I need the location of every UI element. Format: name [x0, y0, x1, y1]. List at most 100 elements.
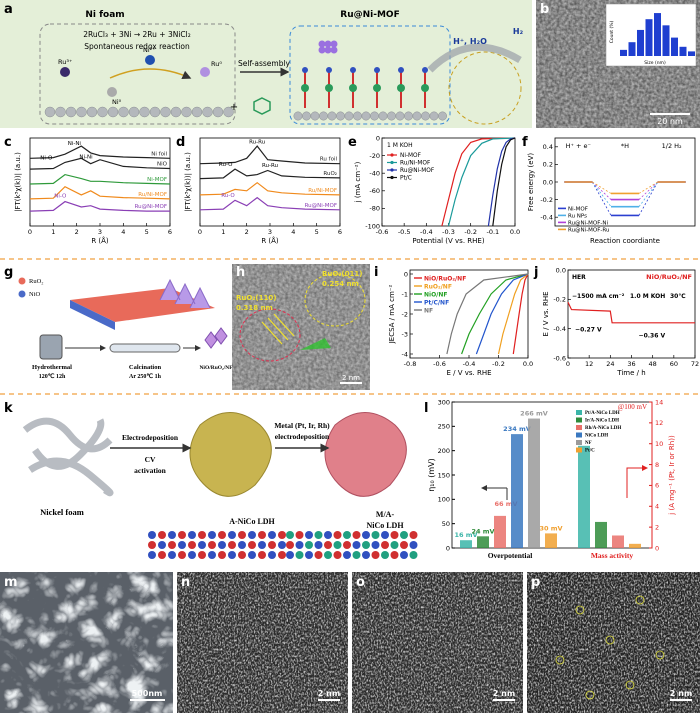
- peak-label: Ni-Ni: [68, 141, 82, 147]
- lattice-atom: [305, 531, 313, 539]
- bar: [545, 533, 557, 548]
- y-axis-label: E / V vs. RHE: [542, 291, 550, 336]
- y2-tick-label: 0: [655, 544, 659, 552]
- x-tick-label: 0.0: [510, 228, 520, 236]
- label: CV: [145, 455, 156, 464]
- peak-label: Ru-Ru: [249, 139, 265, 145]
- ni-atom: [344, 111, 354, 121]
- histogram-bar: [645, 19, 653, 56]
- legend-label: NiO/RuO₂/NF: [424, 275, 466, 282]
- y-axis-label: j (mA cm⁻²): [354, 161, 362, 203]
- legend-swatch: [576, 432, 582, 438]
- y-axis-label: Free energy (eV): [527, 153, 535, 212]
- label: 2 nm: [670, 689, 692, 698]
- ni-atom: [319, 111, 328, 121]
- curve: [441, 137, 516, 227]
- level-connector: [638, 181, 658, 200]
- curve-label: NiO: [157, 161, 168, 167]
- series-label: NiO/RuO₂/NF: [646, 273, 692, 281]
- panel-letter: j: [533, 265, 538, 280]
- lattice-atom: [333, 541, 342, 549]
- ni-atom: [353, 111, 362, 121]
- lattice-atom: [333, 551, 342, 559]
- y2-tick-label: 4: [655, 503, 659, 511]
- lattice-atom: [295, 531, 304, 539]
- panel-letter: a: [4, 2, 13, 17]
- ni-atom: [139, 106, 150, 118]
- label: 2RuCl₃ + 3Ni → 2Ru + 3NiCl₂: [83, 30, 191, 39]
- bar-label: 30 mV: [539, 524, 562, 532]
- lattice-atom: [168, 551, 176, 559]
- legend-marker: [18, 277, 26, 285]
- annotation: −1500 mA cm⁻²: [572, 293, 625, 300]
- atom-markers: [555, 595, 665, 700]
- x-axis-label: Reaction coordiante: [590, 237, 660, 245]
- label: H⁺, H₂O: [453, 37, 487, 46]
- lattice-atom: [362, 531, 370, 539]
- lattice-atom: [400, 541, 408, 549]
- y-tick-label: -0.4: [553, 325, 566, 333]
- y-tick-label: -3: [402, 330, 408, 338]
- lattice-atom: [286, 551, 294, 559]
- label: Nickel foam: [40, 507, 84, 517]
- lattice-texture-o: [352, 572, 523, 713]
- mof-node: [326, 67, 332, 73]
- panel-a-background: [0, 0, 532, 128]
- x-tick-label: 1: [221, 228, 225, 236]
- legend-label: Rh/A-NiCo LDH: [585, 426, 621, 431]
- label: M/A-: [376, 510, 395, 519]
- metal-ldh-foam: [324, 412, 407, 497]
- y-tick-label: 200: [438, 447, 450, 455]
- legend-swatch: [576, 440, 582, 445]
- curve: [497, 273, 529, 355]
- ni-atom: [310, 111, 320, 121]
- ni-atom: [336, 111, 345, 121]
- lattice-atom: [178, 531, 186, 539]
- mof-node: [350, 67, 356, 73]
- histogram-bar: [679, 46, 687, 56]
- x-tick-label: 0.0: [523, 360, 533, 368]
- legend-label: Ni-MOF: [568, 206, 588, 212]
- histogram-bar: [628, 42, 636, 56]
- redox-arrow: [109, 68, 192, 80]
- lattice-atom: [278, 531, 286, 539]
- lattice-atom: [258, 551, 266, 559]
- panel-letter: m: [4, 575, 18, 590]
- x-tick-label: 6: [168, 228, 172, 236]
- lattice-atom: [278, 541, 286, 549]
- lattice-atom: [158, 551, 166, 559]
- peak-label: Ru-O: [219, 162, 233, 168]
- ni-foam-box: [39, 23, 236, 125]
- ni-atom: [97, 106, 108, 118]
- linker-molecule: [253, 97, 271, 115]
- lattice-atom: [268, 531, 276, 539]
- legend-marker: [390, 153, 394, 157]
- peak-label: Ni-O: [40, 156, 53, 162]
- bar: [494, 515, 506, 548]
- label: NiO/RuO₂/NF: [199, 365, 233, 371]
- legend-label: NF: [585, 441, 592, 446]
- label: activation: [134, 466, 166, 475]
- bar: [477, 536, 489, 548]
- lattice-atom: [362, 551, 370, 559]
- lattice-atom: [343, 551, 351, 559]
- label: Ar 250℃ 1h: [129, 373, 162, 380]
- ni-atom: [202, 106, 213, 118]
- ni-atom: [404, 111, 413, 121]
- annotation: −0.36 V: [639, 332, 666, 339]
- bar: [578, 445, 590, 548]
- lattice-atom: [168, 531, 176, 539]
- ion: [200, 67, 210, 77]
- x-tick-label: 48: [649, 360, 657, 368]
- lattice-atom: [286, 541, 294, 549]
- legend-label: NF: [424, 307, 433, 314]
- ru-cluster: [330, 46, 338, 54]
- autoclave: [39, 334, 63, 360]
- level-connector: [592, 181, 612, 207]
- legend-label: Pt/C: [400, 176, 412, 182]
- bar: [460, 540, 472, 548]
- y2-axis-label: j (A mg⁻¹ (Pt, Ir or Rh)): [668, 435, 676, 516]
- panel-letter: f: [522, 135, 528, 150]
